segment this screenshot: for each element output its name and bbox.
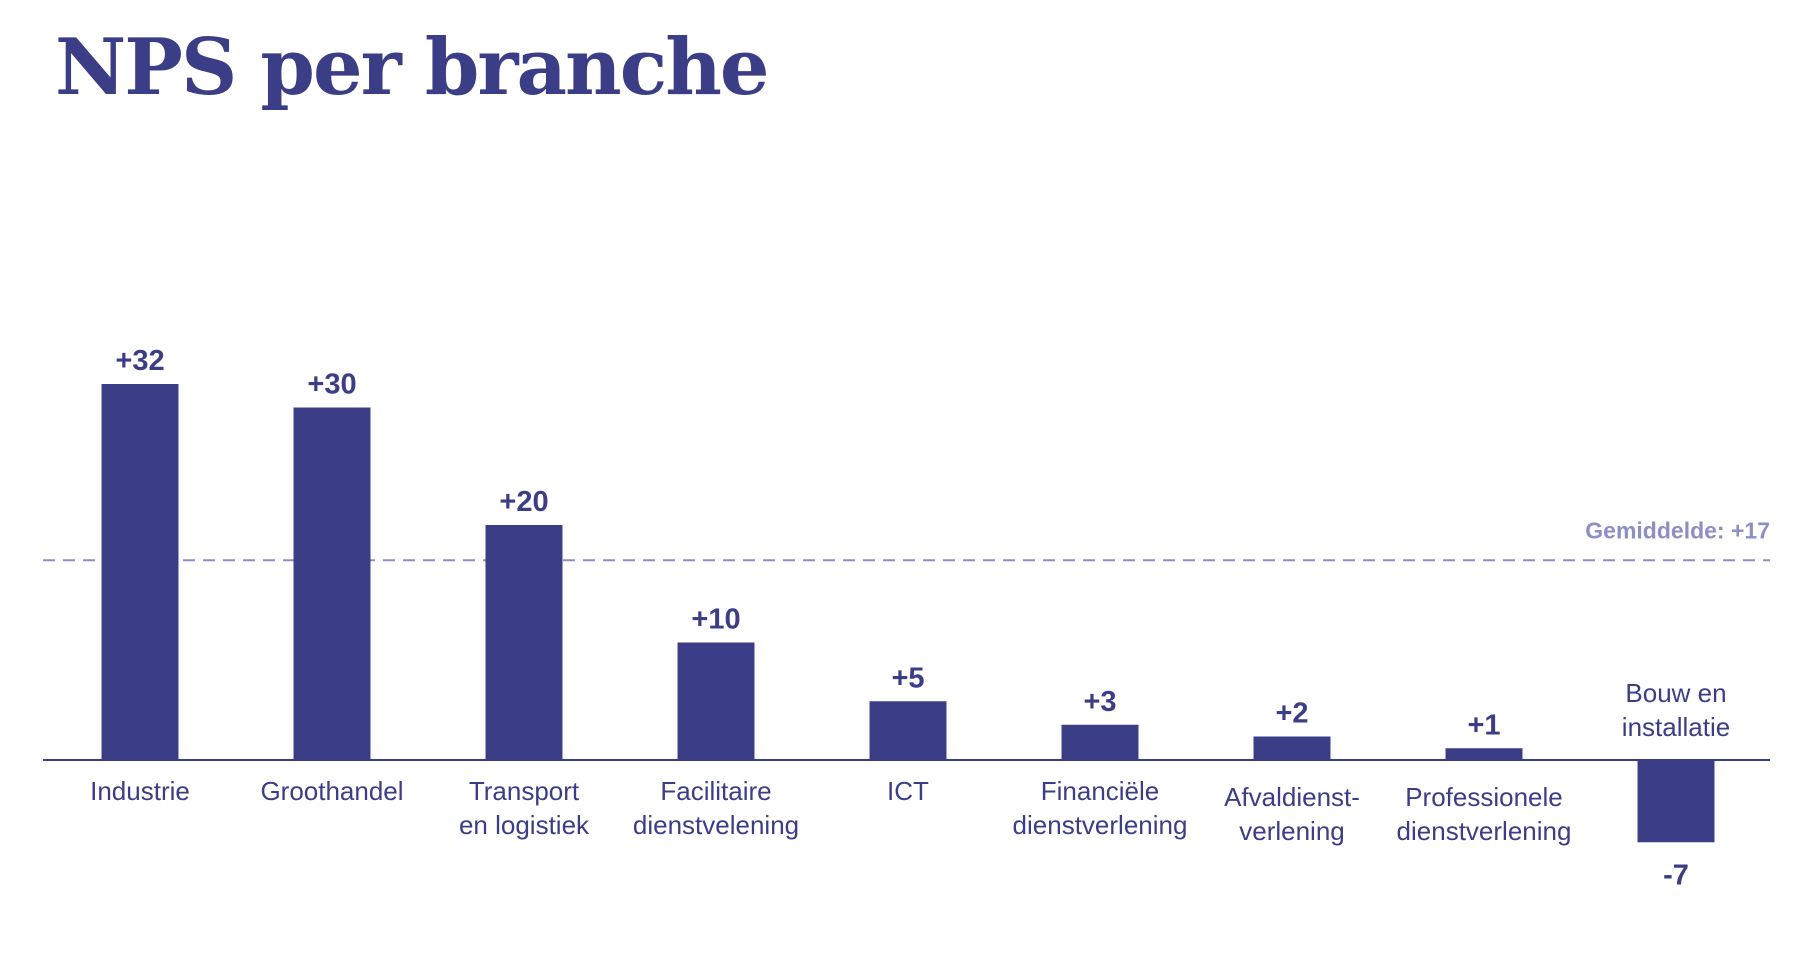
data-label: +10 [691,604,740,636]
category-label-line: Professionele [1405,782,1563,812]
category-label: Financiële dienstverlening [1013,776,1188,840]
category-label: Facilitaire dienstvelening [633,776,799,840]
category-label-line: Transport [469,776,580,806]
category-label-line: dienstvelening [633,810,799,840]
category-label: Bouw en installatie [1622,678,1730,742]
category-label-line: installatie [1622,712,1730,742]
average-label: Gemiddelde: +17 [1585,517,1770,543]
category-label: Industrie [90,776,190,806]
data-label: +5 [891,662,924,694]
data-label: +3 [1083,686,1116,718]
category-label: Groothandel [260,776,403,806]
category-label-line: Financiële [1041,776,1160,806]
category-label-line: en logistiek [459,810,590,840]
bar [1253,736,1331,760]
category-label: Professionele dienstverlening [1397,782,1572,846]
category-label-line: dienstverlening [1397,816,1572,846]
bar [293,407,371,760]
category-label-line: ICT [887,776,929,806]
bar [485,525,563,760]
category-label-line: Groothandel [260,776,403,806]
data-label: +1 [1467,709,1500,741]
category-label-line: Afvaldienst- [1224,782,1360,812]
category-label-line: Industrie [90,776,190,806]
bar [869,701,947,760]
data-label: +32 [115,345,164,377]
data-label: +2 [1275,698,1308,730]
category-label-line: verlening [1239,816,1345,846]
category-label-line: Facilitaire [660,776,771,806]
data-label: +20 [499,486,548,518]
bar [101,384,179,760]
bar [1637,760,1715,843]
chart-title: NPS per branche [55,22,770,113]
category-label-line: Bouw en [1625,678,1726,708]
category-label-line: dienstverlening [1013,810,1188,840]
data-label: -7 [1663,859,1689,891]
category-label: ICT [887,776,929,806]
category-label: Afvaldienst-verlening [1224,782,1360,846]
bar [1061,724,1139,760]
bar [677,642,755,760]
bar [1445,748,1523,760]
category-label: Transport en logistiek [459,776,590,840]
data-label: +30 [307,369,356,401]
